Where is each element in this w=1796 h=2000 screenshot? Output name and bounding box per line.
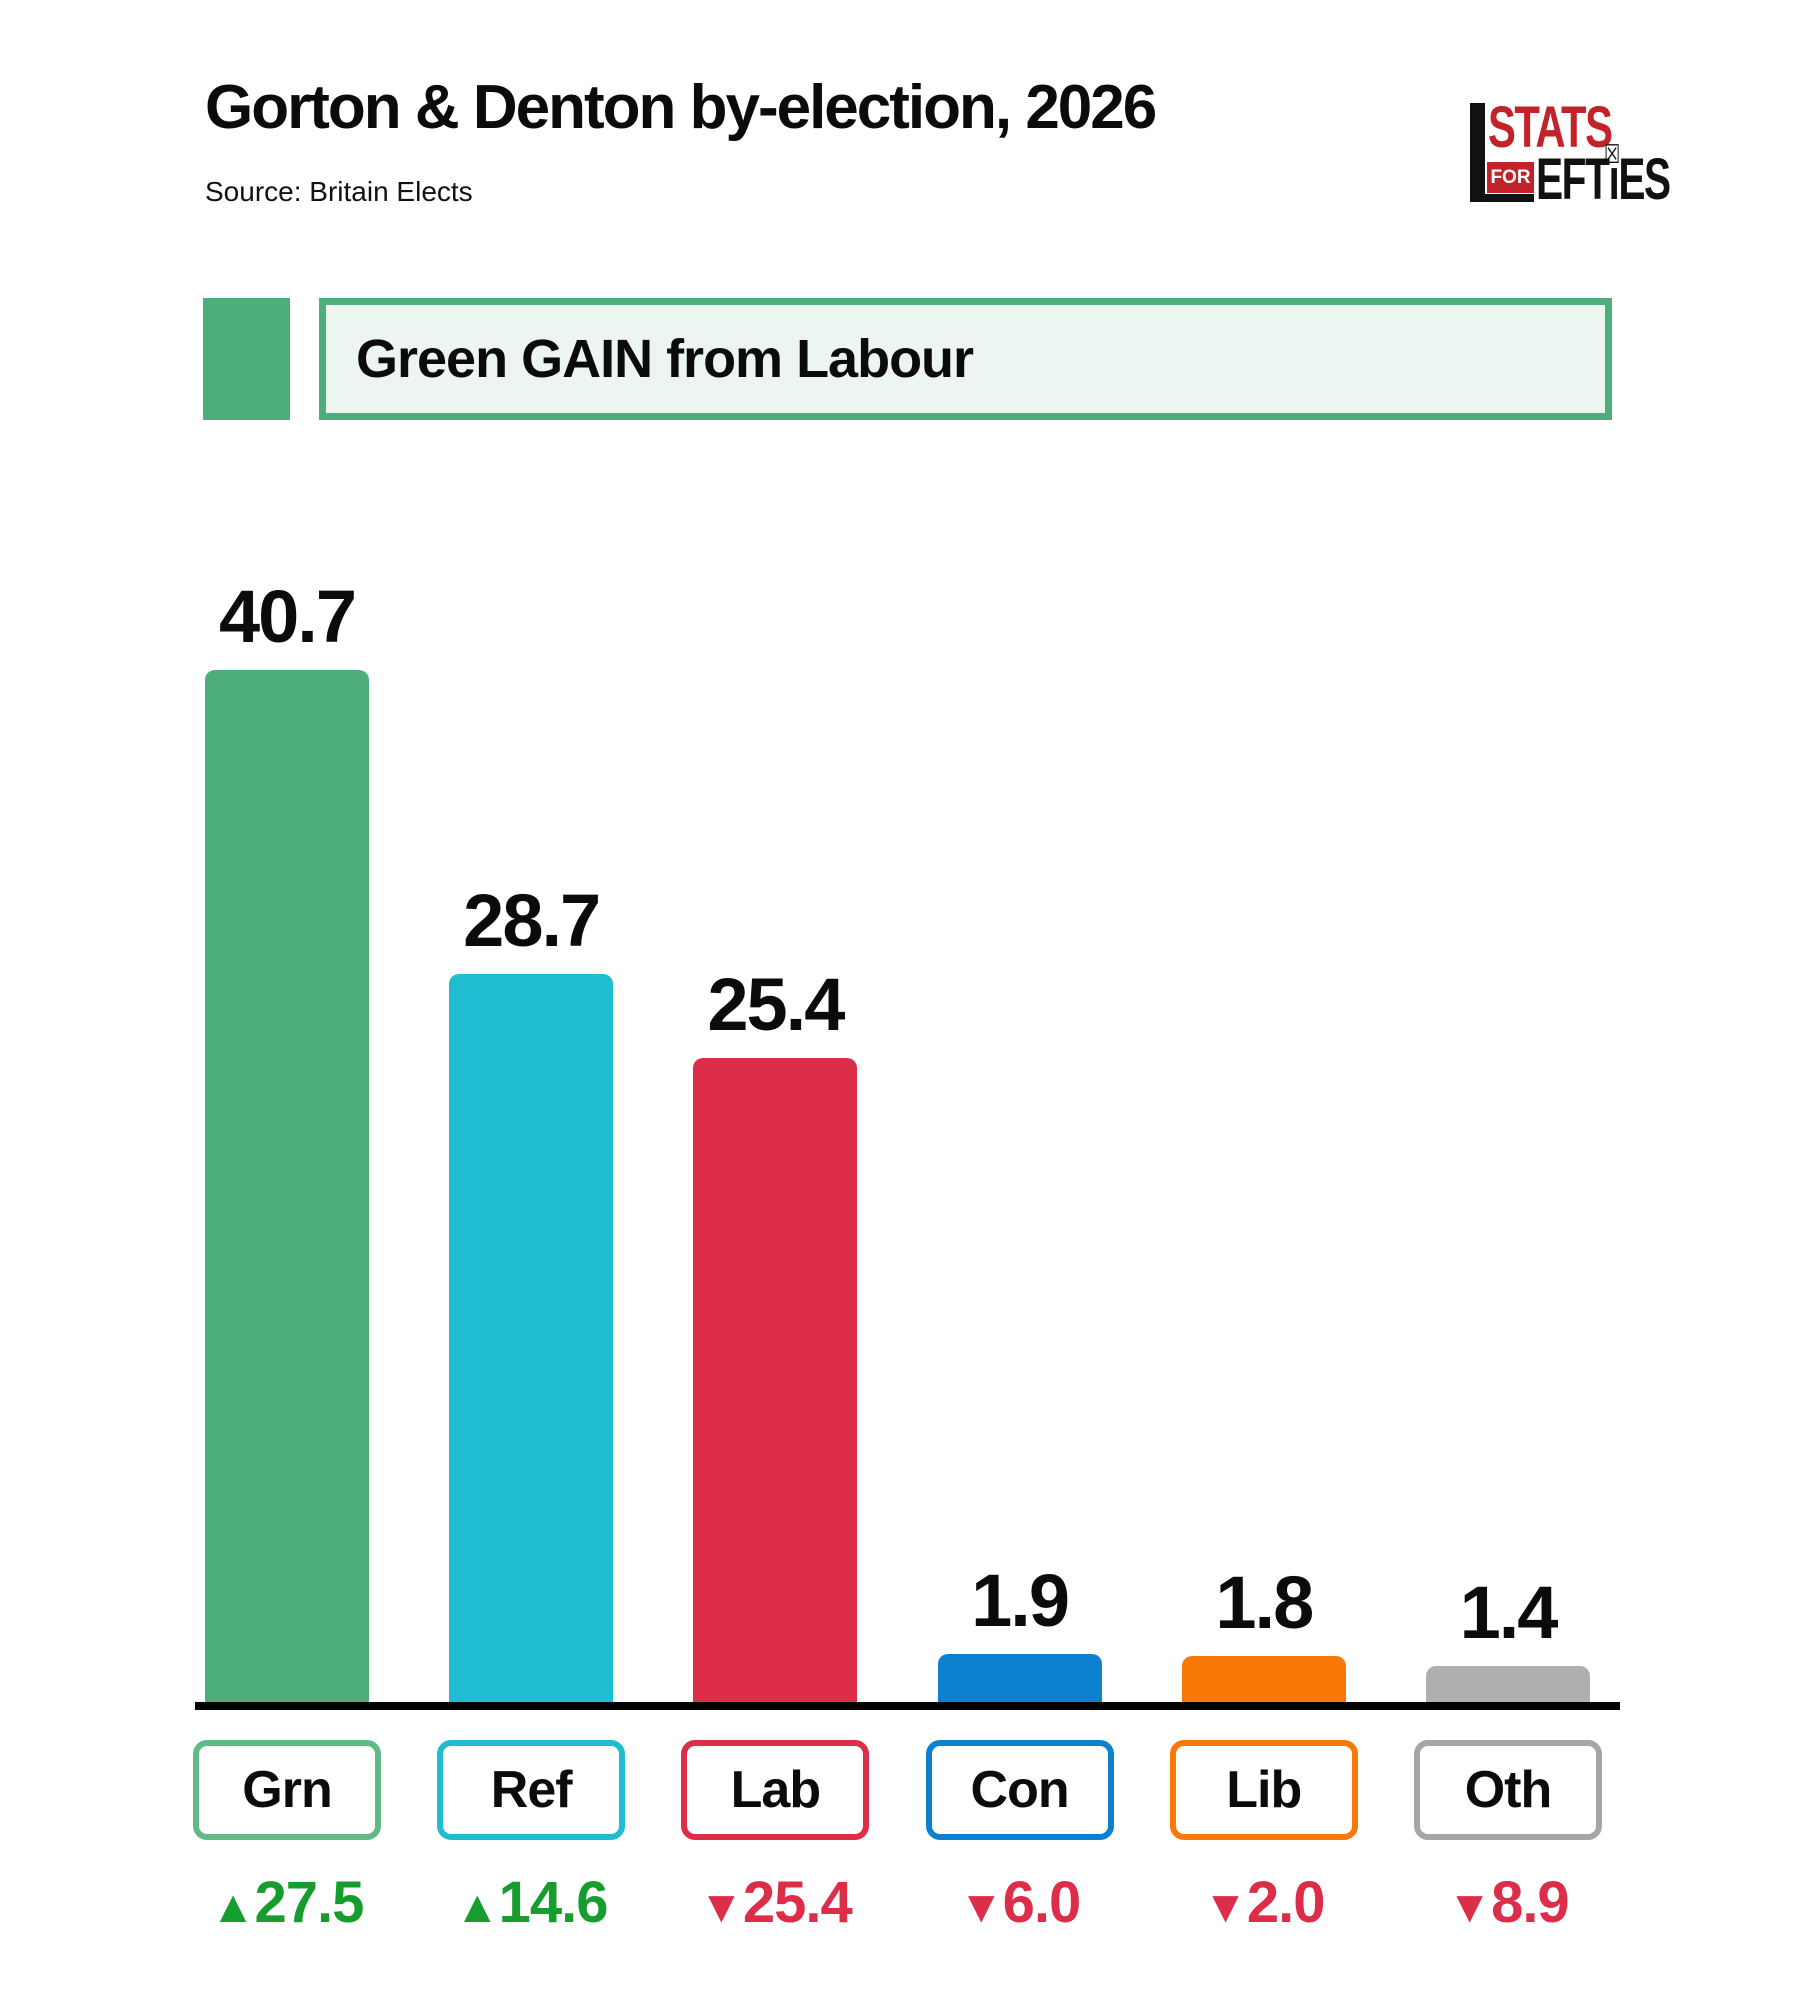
up-triangle-icon: ▲ <box>454 1881 500 1932</box>
party-label-text-con: Con <box>970 1761 1070 1819</box>
party-label-con: Con <box>925 1740 1114 1840</box>
change-label-grn: ▲27.5 <box>210 1870 365 1935</box>
change-label-con: ▼6.0 <box>958 1870 1081 1935</box>
party-label-oth: Oth <box>1414 1740 1602 1840</box>
party-label-text-oth: Oth <box>1464 1761 1553 1819</box>
logo-stats-text: STATS <box>1488 95 1613 160</box>
bar-oth <box>1426 1666 1590 1702</box>
value-label-con: 1.9 <box>971 1559 1070 1642</box>
logo-letter-l-stem <box>1470 103 1485 202</box>
result-banner: Green GAIN from Labour <box>319 298 1612 420</box>
down-triangle-icon: ▼ <box>958 1881 1004 1932</box>
bar-con <box>937 1654 1102 1702</box>
change-label-lib: ▼2.0 <box>1203 1870 1325 1935</box>
source-note: Source: Britain Elects <box>205 176 473 207</box>
value-label-lab: 25.4 <box>707 963 845 1046</box>
bar-grn <box>205 670 369 1702</box>
change-label-oth: ▼8.9 <box>1447 1870 1569 1935</box>
party-label-text-ref: Ref <box>490 1761 573 1819</box>
party-label-text-grn: Grn <box>242 1761 332 1819</box>
up-triangle-icon: ▲ <box>210 1881 256 1932</box>
party-label-ref: Ref <box>437 1740 626 1840</box>
change-label-ref: ▲14.6 <box>454 1870 609 1935</box>
party-label-text-lab: Lab <box>730 1761 821 1819</box>
chart-baseline <box>195 1702 1620 1710</box>
down-triangle-icon: ▼ <box>1203 1881 1248 1932</box>
value-label-ref: 28.7 <box>463 879 601 962</box>
result-banner-text: Green GAIN from Labour <box>356 329 974 389</box>
logo-efties-text: EFTıES ☒ <box>1536 139 1671 212</box>
party-label-lab: Lab <box>681 1740 870 1840</box>
down-triangle-icon: ▼ <box>1447 1881 1492 1932</box>
stats-for-lefties-logo: STATS FOR EFTıES ☒ <box>1446 93 1671 211</box>
bar-ref <box>449 974 614 1702</box>
ballot-box-icon: ☒ <box>1603 139 1620 169</box>
change-label-lab: ▼25.4 <box>699 1870 853 1935</box>
party-label-grn: Grn <box>193 1740 381 1840</box>
value-label-lib: 1.8 <box>1215 1561 1314 1644</box>
logo-for-badge: FOR <box>1487 162 1534 193</box>
banner-accent-square <box>203 298 290 420</box>
value-label-grn: 40.7 <box>218 575 357 658</box>
value-label-oth: 1.4 <box>1459 1571 1559 1654</box>
party-label-text-lib: Lib <box>1226 1761 1302 1819</box>
logo-letter-l-foot <box>1470 194 1534 202</box>
party-label-lib: Lib <box>1169 1740 1358 1840</box>
bar-lab <box>693 1058 858 1702</box>
bar-lib <box>1181 1656 1346 1702</box>
page-title: Gorton & Denton by-election, 2026 <box>205 73 1157 142</box>
down-triangle-icon: ▼ <box>699 1881 744 1932</box>
